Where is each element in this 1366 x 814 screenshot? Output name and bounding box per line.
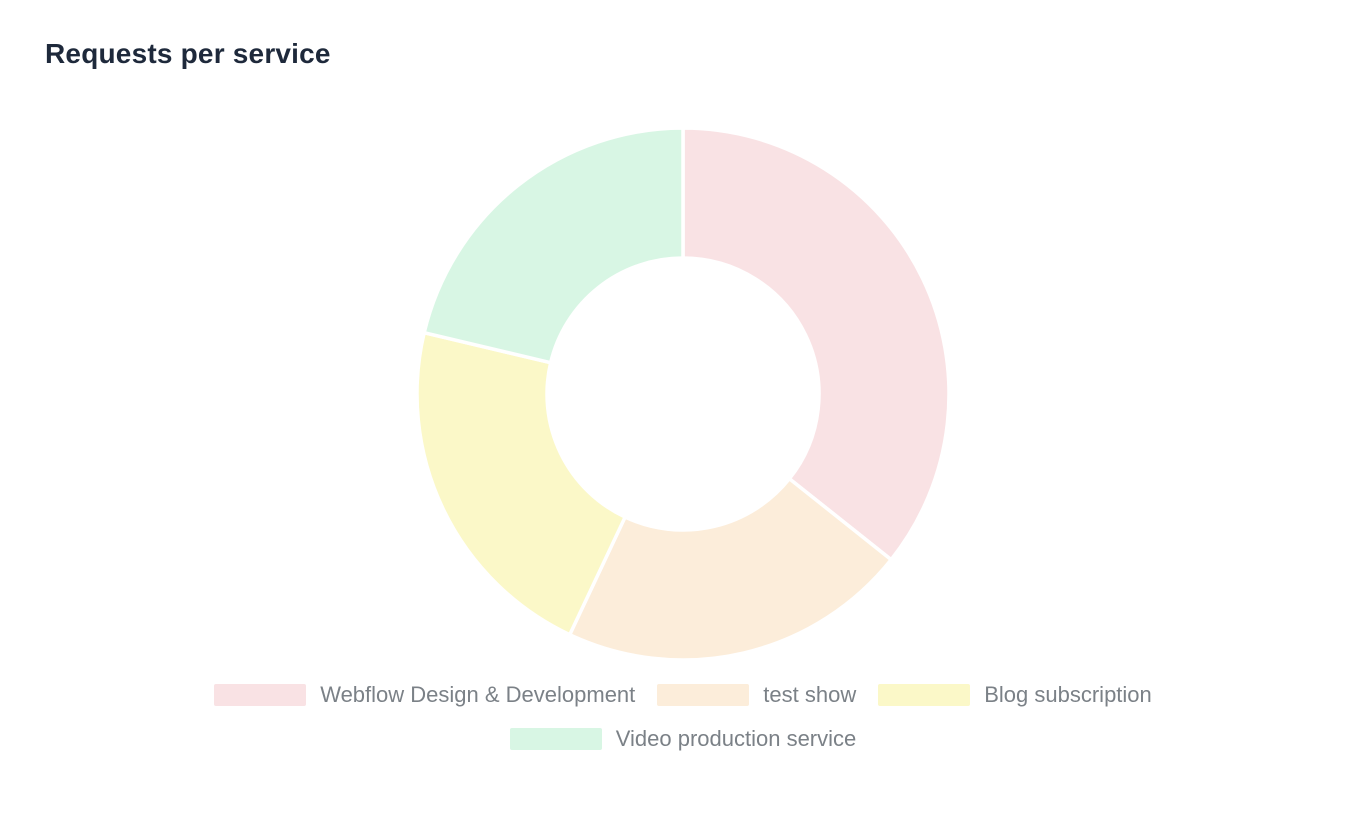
legend-item-webflow-design-development[interactable]: Webflow Design & Development <box>214 684 635 706</box>
legend-item-test-show[interactable]: test show <box>657 684 856 706</box>
chart-title: Requests per service <box>45 38 331 69</box>
donut-segment-video-production-service[interactable] <box>422 126 685 365</box>
legend-item-video-production-service[interactable]: Video production service <box>509 726 857 751</box>
donut-segment-test-show[interactable] <box>567 476 893 662</box>
legend-swatch-blog-subscription <box>878 684 971 706</box>
legend-label: Webflow Design & Development <box>320 682 636 707</box>
donut-segment-webflow-design-development[interactable] <box>681 126 951 562</box>
legend-swatch-webflow-design-development <box>214 684 307 706</box>
legend-label: Video production service <box>615 726 857 751</box>
chart-legend: Webflow Design & Development test show Blo… <box>0 684 1366 750</box>
legend-swatch-video-production-service <box>509 728 602 750</box>
legend-label: Blog subscription <box>984 682 1152 707</box>
legend-label: test show <box>763 682 857 707</box>
legend-swatch-test-show <box>657 684 750 706</box>
donut-segment-blog-subscription[interactable] <box>415 330 627 637</box>
legend-item-blog-subscription[interactable]: Blog subscription <box>878 684 1152 706</box>
